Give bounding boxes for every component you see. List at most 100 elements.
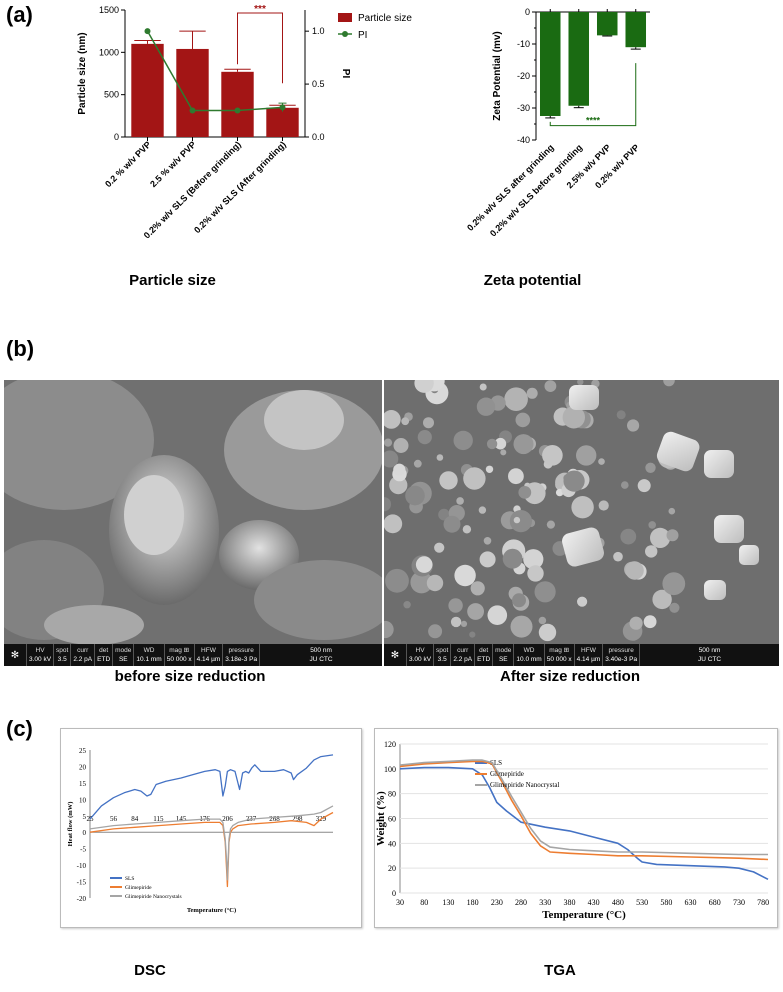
x-tick-label: 330 bbox=[539, 898, 551, 907]
sem-grain bbox=[483, 537, 492, 545]
x-tick-label: 145 bbox=[176, 815, 187, 823]
dsc-caption: DSC bbox=[134, 962, 166, 979]
x-tick-label: 30 bbox=[396, 898, 404, 907]
x-tick-label: 180 bbox=[467, 898, 479, 907]
legend-label-2: Glimepiride Nanocrystal bbox=[490, 781, 559, 789]
sem-grain bbox=[625, 561, 644, 580]
legend-label-particle: Particle size bbox=[358, 13, 412, 24]
series-line-1 bbox=[399, 760, 769, 861]
y-tick-label: 20 bbox=[388, 864, 396, 873]
sem-grain bbox=[470, 581, 485, 596]
panel-label-c: (c) bbox=[6, 716, 33, 741]
bar bbox=[266, 107, 299, 137]
sem-grain bbox=[508, 468, 524, 485]
sem-grain bbox=[669, 602, 680, 613]
series-line-0 bbox=[399, 766, 769, 881]
y2-tick-label: 0.5 bbox=[312, 79, 325, 89]
sem-grain bbox=[513, 434, 534, 455]
sem-grain bbox=[637, 479, 651, 493]
bar bbox=[131, 43, 164, 137]
sem-grain bbox=[648, 521, 656, 529]
y-tick-label: 500 bbox=[104, 90, 119, 100]
sem-after-caption: After size reduction bbox=[499, 668, 641, 685]
x-tick-label: 130 bbox=[442, 898, 454, 907]
sem-grain bbox=[423, 417, 434, 429]
y-tick-label: 15 bbox=[79, 780, 87, 788]
sem-grain bbox=[384, 514, 403, 534]
y-tick-label: 0 bbox=[114, 132, 119, 142]
sem-grain bbox=[436, 454, 444, 461]
sem-grain bbox=[500, 449, 507, 456]
x-tick-label: 298 bbox=[292, 815, 303, 823]
sem-grain bbox=[486, 438, 498, 450]
x-tick-label: 580 bbox=[660, 898, 672, 907]
sem-grain bbox=[616, 410, 626, 420]
sem-grain bbox=[413, 459, 422, 468]
y-tick-label: 0 bbox=[525, 7, 530, 17]
x-tick-label: 730 bbox=[733, 898, 745, 907]
y-tick-label: 40 bbox=[388, 839, 396, 848]
sem-grain bbox=[576, 445, 597, 466]
sem-grain bbox=[509, 510, 532, 533]
sem-before-caption: before size reduction bbox=[114, 668, 266, 685]
series-line-2 bbox=[399, 759, 768, 856]
particle-caption: Particle size bbox=[129, 272, 216, 289]
sem-grain bbox=[613, 551, 623, 562]
sem-grain bbox=[620, 528, 637, 545]
x-tick-label: 280 bbox=[515, 898, 527, 907]
y-tick-label: 1500 bbox=[99, 5, 119, 15]
pi-point bbox=[144, 28, 151, 35]
sem-grain bbox=[645, 462, 656, 473]
sem-grain bbox=[453, 430, 473, 451]
significance-label: *** bbox=[254, 4, 266, 15]
legend-label-0: SLS bbox=[490, 759, 502, 767]
sem-scale-after: 500 nm bbox=[698, 647, 721, 654]
sem-image-before: ✻ HV 3.00 kV spot 3.5 curr 2.2 pA det ETD mo… bbox=[4, 380, 382, 666]
pi-point bbox=[234, 107, 241, 114]
sem-grain bbox=[523, 549, 544, 570]
y-tick-label: -15 bbox=[77, 879, 87, 887]
x-tick-label: 530 bbox=[636, 898, 648, 907]
legend-label-0: SLS bbox=[125, 876, 134, 882]
y-tick-label: -10 bbox=[517, 39, 530, 49]
y-axis-label: Particle size (nm) bbox=[77, 32, 88, 114]
y-tick-label: -20 bbox=[517, 71, 530, 81]
series-line-0 bbox=[89, 754, 334, 820]
sem-grain bbox=[384, 450, 399, 468]
sem-grain bbox=[663, 380, 675, 387]
particle-size-chart: 0 500 1000 1500 0.0 0.5 1.0 Particle size (nm) P… bbox=[77, 4, 412, 240]
sem-grain bbox=[456, 497, 464, 505]
x-tick-label: 84 bbox=[131, 815, 139, 823]
sem-grain bbox=[515, 412, 531, 428]
sem-grain bbox=[526, 387, 538, 399]
x-tick-label: 80 bbox=[420, 898, 428, 907]
sem-grain bbox=[577, 596, 588, 607]
y-tick-label: -5 bbox=[80, 846, 86, 854]
bar bbox=[539, 12, 561, 116]
legend-label-2: Glimepiride Nanocrystals bbox=[125, 894, 182, 900]
sem-grain bbox=[384, 438, 393, 447]
sem-grain bbox=[478, 506, 487, 514]
sem-grain bbox=[666, 529, 679, 542]
sem-grain bbox=[504, 387, 528, 411]
y-axis-label: Heat flow (mW) bbox=[67, 802, 74, 847]
sem-grain bbox=[405, 485, 425, 506]
sem-grain bbox=[645, 545, 658, 558]
bar bbox=[568, 12, 590, 106]
sem-grain bbox=[428, 624, 443, 639]
sem-grain bbox=[414, 380, 434, 393]
tga-caption: TGA bbox=[544, 962, 576, 979]
y-tick-label: 1000 bbox=[99, 47, 119, 57]
y-tick-label: 100 bbox=[384, 765, 396, 774]
sem-grain bbox=[494, 437, 507, 450]
y-tick-label: 5 bbox=[83, 813, 87, 821]
y-tick-label: 80 bbox=[388, 790, 396, 799]
legend-label-1: Glimepiride bbox=[490, 770, 524, 778]
sem-grain bbox=[460, 620, 468, 627]
y2-tick-label: 0.0 bbox=[312, 132, 325, 142]
sem-grain bbox=[426, 574, 444, 592]
sem-grain bbox=[662, 572, 686, 596]
sem-grain bbox=[485, 465, 494, 473]
y-tick-label: -30 bbox=[517, 103, 530, 113]
